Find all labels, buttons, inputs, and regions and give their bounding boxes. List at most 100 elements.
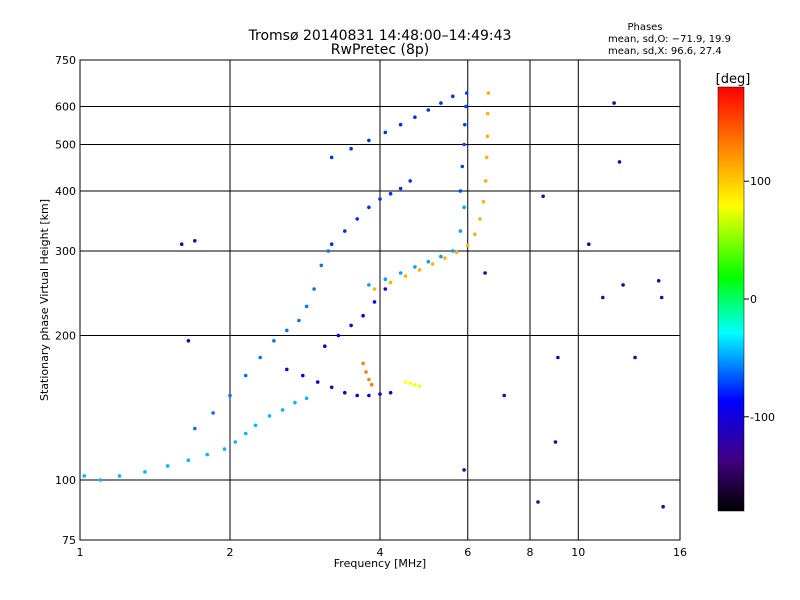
data-point	[367, 205, 371, 210]
data-point	[621, 283, 625, 287]
data-point	[408, 381, 413, 386]
data-point	[186, 339, 191, 343]
data-point	[367, 393, 371, 398]
data-point	[426, 108, 431, 112]
data-point	[439, 101, 443, 105]
data-point	[323, 344, 327, 349]
x-tick-label: 16	[673, 546, 687, 559]
series-f-trace-dense	[285, 287, 393, 398]
phase-x-line: mean, sd,X: 96.6, 27.4	[608, 46, 722, 57]
data-point	[243, 373, 248, 378]
y-tick-label: 75	[62, 534, 76, 547]
data-point	[556, 355, 560, 360]
data-point	[417, 384, 422, 388]
data-point	[364, 370, 368, 374]
data-point	[315, 380, 320, 384]
data-point	[205, 452, 209, 457]
y-axis-label: Stationary phase Virtual Height [km]	[38, 199, 51, 401]
x-tick-label: 4	[377, 546, 384, 559]
x-tick-label: 1	[77, 546, 84, 559]
data-point	[193, 239, 197, 243]
chart-title: Tromsø 20140831 14:48:00–14:49:43	[248, 28, 512, 44]
data-point	[272, 339, 276, 343]
colorbar-label: [deg]	[716, 72, 751, 87]
data-point	[383, 287, 388, 291]
data-point	[329, 242, 334, 246]
x-tick-label: 6	[464, 546, 471, 559]
data-point	[388, 280, 393, 285]
plot-frame	[79, 59, 681, 541]
colorbar	[717, 86, 745, 512]
data-point	[587, 242, 591, 246]
series-o-mode-vertical	[458, 91, 469, 193]
colorbar-tick-label: -100	[750, 411, 775, 424]
data-point	[258, 355, 263, 360]
data-point	[485, 134, 490, 139]
data-point	[329, 155, 334, 160]
data-point	[473, 232, 477, 237]
colorbar-ticks: 100 0 -100	[744, 175, 775, 424]
data-point	[426, 259, 431, 264]
data-point	[458, 229, 463, 233]
data-point	[458, 189, 463, 193]
data-point	[378, 392, 382, 396]
data-point	[451, 94, 455, 99]
data-point	[253, 423, 258, 428]
data-point	[417, 268, 422, 272]
data-point	[211, 411, 215, 415]
data-point	[483, 179, 488, 183]
data-point	[383, 277, 388, 282]
data-point	[483, 271, 487, 275]
data-point	[388, 390, 393, 395]
data-point	[661, 504, 665, 509]
data-point	[451, 249, 455, 253]
data-point	[304, 396, 309, 401]
phase-o-line: mean, sd,O: −71.9, 19.9	[608, 34, 731, 45]
data-point	[612, 101, 616, 105]
data-point	[301, 373, 305, 378]
data-point	[462, 468, 466, 472]
data-point	[293, 400, 297, 405]
chart-subtitle: RwPretec (8p)	[331, 42, 429, 58]
x-tick-label: 10	[571, 546, 585, 559]
data-point	[484, 155, 489, 160]
data-point	[329, 385, 334, 390]
data-point	[117, 474, 122, 478]
data-point	[367, 377, 371, 382]
data-point	[319, 263, 324, 268]
data-point	[98, 478, 103, 482]
data-point	[464, 91, 469, 95]
data-point	[349, 146, 353, 151]
data-point	[179, 242, 184, 246]
series-o-mode-f2-trace	[329, 94, 455, 246]
data-point	[486, 91, 491, 95]
data-point	[601, 295, 605, 300]
data-point	[388, 191, 393, 196]
data-point	[485, 111, 490, 116]
x-tick-label: 2	[227, 546, 234, 559]
data-point	[367, 138, 371, 143]
data-point	[372, 300, 377, 304]
series-scattered-noise	[179, 101, 665, 509]
y-tick-label: 300	[55, 245, 76, 258]
data-point	[553, 440, 558, 444]
plot-area: 1 2 4 6 8 10 16 75 100 200 300 400 500 600 750	[55, 54, 687, 559]
data-point	[439, 254, 443, 259]
data-point	[403, 380, 408, 384]
data-point	[343, 229, 347, 233]
data-point	[336, 333, 341, 338]
data-point	[454, 250, 459, 255]
data-point	[312, 287, 316, 291]
data-point	[222, 447, 227, 451]
series-o-mode-lower	[367, 205, 466, 287]
data-point	[536, 500, 540, 504]
data-point	[398, 271, 403, 275]
y-tick-label: 100	[55, 474, 76, 487]
data-point	[383, 130, 388, 135]
data-point	[462, 142, 466, 147]
data-point	[413, 115, 417, 119]
y-tick-label: 600	[55, 101, 76, 114]
data-point	[633, 355, 637, 360]
data-point	[165, 464, 170, 468]
data-point	[398, 186, 403, 191]
